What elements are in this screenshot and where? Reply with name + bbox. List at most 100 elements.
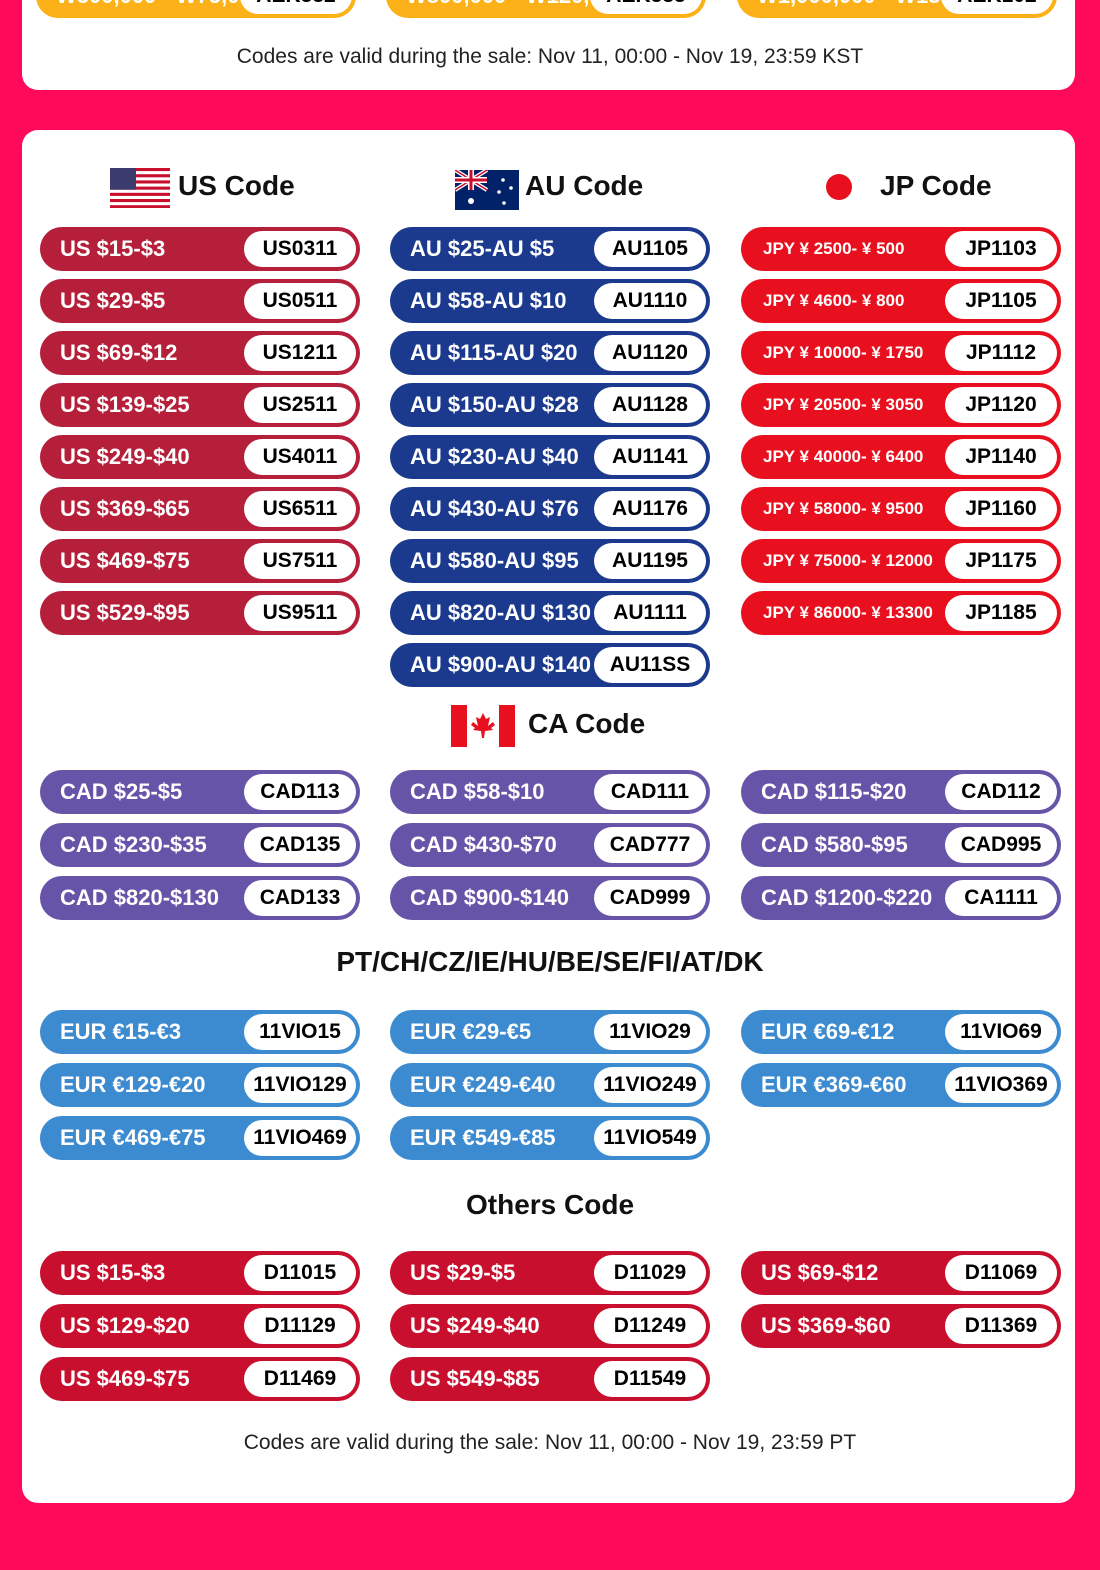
code-pill: JPY ¥ 86000- ¥ 13300 JP1185 xyxy=(741,591,1061,635)
code: AU1128 xyxy=(594,387,706,423)
discount: JPY ¥ 40000- ¥ 6400 xyxy=(763,447,924,466)
discount: EUR €549-€85 xyxy=(410,1125,556,1150)
code: 11VIO469 xyxy=(244,1120,356,1156)
ca-flag xyxy=(451,705,515,747)
discount: ₩1,000,000 - ₩150,000 xyxy=(757,0,995,18)
code: CAD112 xyxy=(945,774,1057,810)
code-pill: CAD $115-$20 CAD112 xyxy=(741,770,1061,814)
group-title: CA Code xyxy=(528,708,646,739)
code: CAD135 xyxy=(244,827,356,863)
code: JP1185 xyxy=(945,595,1057,631)
discount: US $249-$40 xyxy=(60,444,190,469)
code: AEK102 xyxy=(941,0,1053,14)
au-flag xyxy=(455,170,519,210)
discount: JPY ¥ 86000- ¥ 13300 xyxy=(763,603,933,622)
region-title: US Code xyxy=(178,170,295,201)
code: 11VIO29 xyxy=(594,1014,706,1050)
code: AU1110 xyxy=(594,283,706,319)
discount: JPY ¥ 20500- ¥ 3050 xyxy=(763,395,924,414)
code-pill: US $129-$20 D11129 xyxy=(40,1304,360,1348)
code: JP1120 xyxy=(945,387,1057,423)
code-pill: JPY ¥ 2500- ¥ 500 JP1103 xyxy=(741,227,1061,271)
code: D11249 xyxy=(594,1308,706,1344)
code-pill: EUR €469-€75 11VIO469 xyxy=(40,1116,360,1160)
discount: CAD $820-$130 xyxy=(60,885,219,910)
code-pill: AU $900-AU $140 AU11SS xyxy=(390,643,710,687)
discount: AU $25-AU $5 xyxy=(410,236,555,261)
discount: ₩800,000 - ₩120,000 xyxy=(406,0,626,18)
discount: AU $580-AU $95 xyxy=(410,548,579,573)
discount: CAD $58-$10 xyxy=(410,779,545,804)
code-pill: CAD $900-$140 CAD999 xyxy=(390,876,710,920)
code: US9511 xyxy=(244,595,356,631)
discount: AU $115-AU $20 xyxy=(410,340,578,365)
code: D11029 xyxy=(594,1255,706,1291)
discount: AU $58-AU $10 xyxy=(410,288,567,313)
code: 11VIO549 xyxy=(594,1120,706,1156)
note: Codes are valid during the sale: Nov 11,… xyxy=(236,45,864,68)
discount: ₩500,000 - ₩75,000 xyxy=(56,0,264,18)
code: D11369 xyxy=(945,1308,1057,1344)
discount: JPY ¥ 4600- ¥ 800 xyxy=(763,291,905,310)
code-pill: US $369-$65 US6511 xyxy=(40,487,360,531)
code-pill: CAD $25-$5 CAD113 xyxy=(40,770,360,814)
code-pill: CAD $820-$130 CAD133 xyxy=(40,876,360,920)
discount: US $139-$25 xyxy=(60,392,190,417)
discount: AU $230-AU $40 xyxy=(410,444,579,469)
group-title: Others Code xyxy=(465,1189,635,1220)
code: 11VIO369 xyxy=(945,1067,1057,1103)
discount: US $129-$20 xyxy=(60,1313,190,1338)
group-title: PT/CH/CZ/IE/HU/BE/SE/FI/AT/DK xyxy=(336,946,764,977)
discount: US $549-$85 xyxy=(410,1366,540,1391)
code: JP1140 xyxy=(945,439,1057,475)
code: AU1141 xyxy=(594,439,706,475)
discount: EUR €249-€40 xyxy=(410,1072,556,1097)
discount: US $469-$75 xyxy=(60,548,190,573)
code: US7511 xyxy=(244,543,356,579)
code-pill: AU $820-AU $130 AU1111 xyxy=(390,591,710,635)
code-pill: US $469-$75 US7511 xyxy=(40,539,360,583)
code: 11VIO249 xyxy=(594,1067,706,1103)
code: D11069 xyxy=(945,1255,1057,1291)
code-pill: US $15-$3 D11015 xyxy=(40,1251,360,1295)
discount: AU $900-AU $140 xyxy=(410,652,591,677)
code: AEK332 xyxy=(240,0,352,14)
discount: US $369-$60 xyxy=(761,1313,891,1338)
code-pill: US $369-$60 D11369 xyxy=(741,1304,1061,1348)
discount: EUR €129-€20 xyxy=(60,1072,206,1097)
code-pill: JPY ¥ 40000- ¥ 6400 JP1140 xyxy=(741,435,1061,479)
code-pill: US $549-$85 D11549 xyxy=(390,1357,710,1401)
code-pill: US $29-$5 D11029 xyxy=(390,1251,710,1295)
discount: AU $820-AU $130 xyxy=(410,600,591,625)
code-pill: EUR €69-€12 11VIO69 xyxy=(741,1010,1061,1054)
code: US4011 xyxy=(244,439,356,475)
discount: EUR €469-€75 xyxy=(60,1125,206,1150)
discount: US $369-$65 xyxy=(60,496,190,521)
code-pill: CAD $580-$95 CAD995 xyxy=(741,823,1061,867)
code: JP1160 xyxy=(945,491,1057,527)
code-pill: US $139-$25 US2511 xyxy=(40,383,360,427)
discount: US $29-$5 xyxy=(60,288,166,313)
discount: CAD $900-$140 xyxy=(410,885,569,910)
code-pill: US $469-$75 D11469 xyxy=(40,1357,360,1401)
code: CA1111 xyxy=(945,880,1057,916)
code-pill: US $69-$12 US1211 xyxy=(40,331,360,375)
discount: JPY ¥ 58000- ¥ 9500 xyxy=(763,499,924,518)
code: D11549 xyxy=(594,1361,706,1397)
discount: AU $150-AU $28 xyxy=(410,392,579,417)
code-pill: AU $58-AU $10 AU1110 xyxy=(390,279,710,323)
discount: CAD $25-$5 xyxy=(60,779,183,804)
code: US2511 xyxy=(244,387,356,423)
code-pill: JPY ¥ 20500- ¥ 3050 JP1120 xyxy=(741,383,1061,427)
code-pill: US $15-$3 US0311 xyxy=(40,227,360,271)
code: JP1175 xyxy=(945,543,1057,579)
discount: EUR €29-€5 xyxy=(410,1019,532,1044)
code: CAD777 xyxy=(594,827,706,863)
code-pill: EUR €369-€60 11VIO369 xyxy=(741,1063,1061,1107)
code: US0311 xyxy=(244,231,356,267)
code: D11015 xyxy=(244,1255,356,1291)
discount: EUR €69-€12 xyxy=(761,1019,895,1044)
code-pill: EUR €129-€20 11VIO129 xyxy=(40,1063,360,1107)
discount: US $529-$95 xyxy=(60,600,190,625)
code-pill: AU $580-AU $95 AU1195 xyxy=(390,539,710,583)
